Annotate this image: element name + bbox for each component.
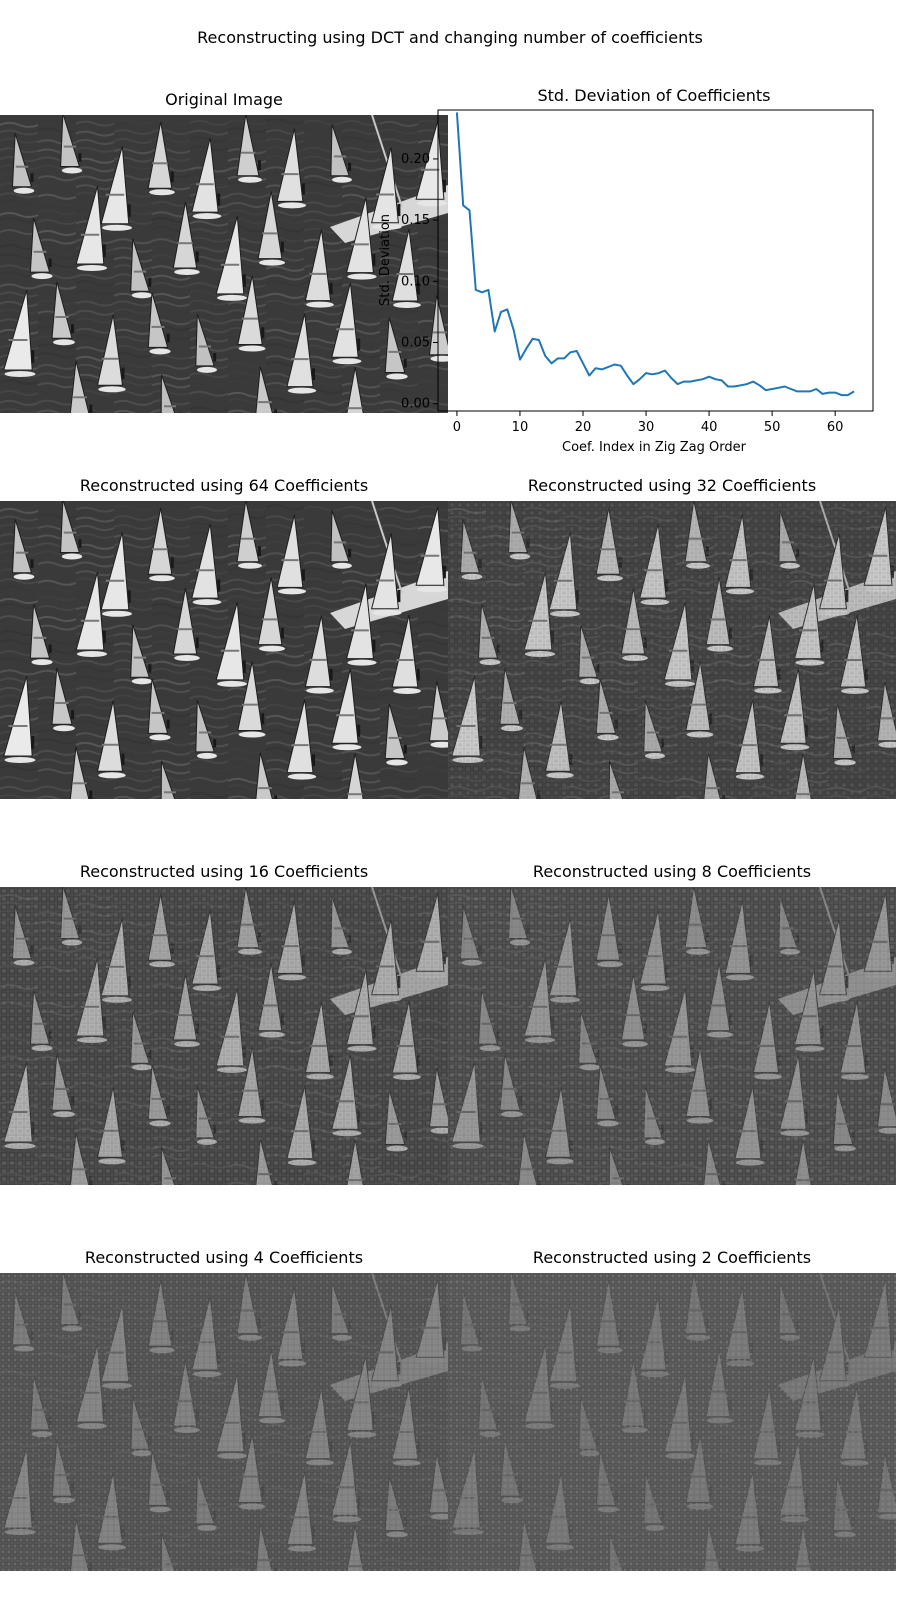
reconstructed-64-image [0,501,448,799]
x-tick-label: 50 [764,420,781,435]
x-tick-label: 20 [575,420,592,435]
std-deviation-line [455,112,855,397]
panel-title-64: Reconstructed using 64 Coefficients [79,476,369,495]
panel-title-16: Reconstructed using 16 Coefficients [79,862,369,881]
panel-title-2: Reconstructed using 2 Coefficients [532,1248,812,1267]
panel-image-drawing [0,1273,448,1571]
y-tick-label: 0.20 [401,152,430,167]
panel-image-drawing [448,1273,896,1571]
panel-image-drawing [448,501,896,799]
reconstructed-4-image [0,1273,448,1571]
y-axis-label: Std. Deviation [378,214,393,306]
x-tick-label: 10 [512,420,529,435]
panel-title-8: Reconstructed using 8 Coefficients [532,862,812,881]
panel-image-drawing [0,501,448,799]
panel-title-32: Reconstructed using 32 Coefficients [527,476,817,495]
chart-title: Std. Deviation of Coefficients [538,86,771,105]
panel-title-4: Reconstructed using 4 Coefficients [84,1248,364,1267]
panel-image-drawing [0,115,448,413]
x-axis-label: Coef. Index in Zig Zag Order [562,440,747,455]
panel-image-drawing [448,887,896,1185]
x-tick-label: 40 [701,420,718,435]
panel-image-drawing [0,887,448,1185]
y-ticks: 0.00 0.05 0.10 0.15 0.20 [401,152,438,412]
panel-title-original: Original Image [165,90,283,109]
x-ticks: 0 10 20 30 40 50 60 [453,411,844,435]
x-tick-label: 30 [638,420,655,435]
y-tick-label: 0.05 [401,335,430,350]
std-deviation-chart: Std. Deviation of Coefficients 0 10 20 30 40… [378,86,874,455]
original-image [0,115,448,413]
figure-suptitle: Reconstructing using DCT and changing nu… [197,28,703,47]
reconstructed-2-image [448,1273,896,1571]
reconstructed-16-image [0,887,448,1185]
x-tick-label: 60 [827,420,844,435]
reconstructed-8-image [448,887,896,1185]
x-tick-label: 0 [453,420,461,435]
y-tick-label: 0.10 [401,274,430,289]
chart-axes-frame [437,109,874,412]
y-tick-label: 0.15 [401,213,430,228]
y-tick-label: 0.00 [401,397,430,412]
reconstructed-32-image [448,501,896,799]
